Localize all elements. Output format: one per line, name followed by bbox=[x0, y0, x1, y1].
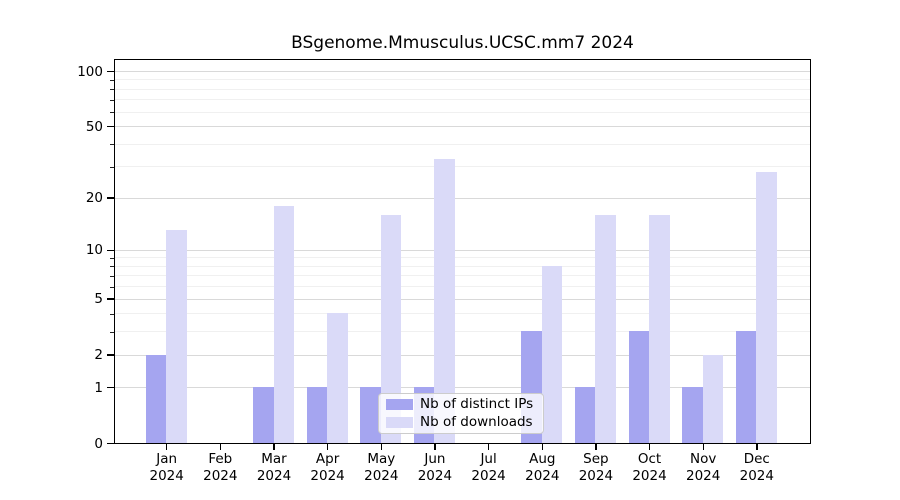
gridline-minor-40 bbox=[115, 143, 810, 145]
bar-downloads-nov bbox=[702, 354, 724, 443]
y-tick-1 bbox=[107, 386, 114, 389]
y-tick-label-20: 20 bbox=[85, 190, 103, 207]
gridline-2 bbox=[115, 354, 810, 356]
y-minortick-70 bbox=[110, 99, 114, 101]
gridline-100 bbox=[115, 71, 810, 72]
y-tick-label-50: 50 bbox=[85, 118, 103, 135]
x-tick-label-apr: Apr 2024 bbox=[310, 451, 345, 484]
gridline-10 bbox=[115, 249, 810, 251]
legend: Nb of distinct IPs Nb of downloads bbox=[378, 393, 544, 434]
x-tick-jul bbox=[487, 444, 490, 450]
x-tick-label-oct: Oct 2024 bbox=[632, 451, 667, 484]
legend-swatch-downloads bbox=[386, 417, 413, 428]
bar-ips-dec bbox=[735, 331, 757, 443]
y-minortick-4 bbox=[110, 313, 114, 315]
y-minortick-3 bbox=[110, 331, 114, 333]
x-tick-oct bbox=[648, 444, 651, 450]
y-tick-100 bbox=[107, 70, 114, 73]
y-tick-label-2: 2 bbox=[94, 347, 103, 363]
y-minortick-6 bbox=[110, 286, 114, 288]
x-tick-jun bbox=[434, 444, 436, 450]
bar-ips-mar bbox=[253, 387, 274, 443]
gridline-minor-60 bbox=[115, 111, 810, 113]
gridline-20 bbox=[115, 197, 810, 199]
plot-area bbox=[114, 59, 811, 444]
bar-downloads-oct bbox=[649, 214, 670, 443]
x-tick-jan bbox=[165, 444, 168, 450]
y-minortick-9 bbox=[110, 257, 114, 259]
x-tick-label-may: May 2024 bbox=[364, 451, 399, 484]
x-tick-sep bbox=[595, 444, 597, 450]
legend-item-distinct-ips: Nb of distinct IPs bbox=[386, 396, 536, 412]
bar-downloads-may bbox=[380, 214, 402, 443]
y-minortick-30 bbox=[110, 166, 114, 168]
x-tick-apr bbox=[326, 444, 329, 450]
bar-downloads-jun bbox=[434, 158, 455, 443]
y-tick-0 bbox=[107, 442, 114, 445]
bar-ips-apr bbox=[306, 387, 328, 443]
x-tick-aug bbox=[541, 444, 543, 450]
gridline-minor-8 bbox=[115, 265, 810, 267]
y-tick-5 bbox=[107, 298, 114, 300]
legend-label-downloads: Nb of downloads bbox=[420, 414, 533, 430]
x-tick-label-feb: Feb 2024 bbox=[203, 451, 238, 484]
x-tick-may bbox=[380, 444, 382, 450]
gridline-minor-30 bbox=[115, 166, 810, 168]
gridline-minor-4 bbox=[115, 313, 810, 315]
x-tick-label-jul: Jul 2024 bbox=[471, 451, 506, 484]
y-tick-20 bbox=[107, 197, 114, 199]
gridline-minor-7 bbox=[115, 275, 810, 277]
y-tick-10 bbox=[107, 249, 114, 251]
legend-label-distinct-ips: Nb of distinct IPs bbox=[420, 396, 534, 412]
gridline-minor-80 bbox=[115, 88, 810, 90]
y-minortick-80 bbox=[110, 89, 114, 91]
gridline-minor-9 bbox=[115, 257, 810, 259]
bar-ips-oct bbox=[628, 331, 649, 443]
chart-title: BSgenome.Mmusculus.UCSC.mm7 2024 bbox=[291, 33, 634, 53]
x-tick-label-jan: Jan 2024 bbox=[149, 451, 184, 484]
x-tick-mar bbox=[273, 444, 275, 450]
y-minortick-60 bbox=[110, 112, 114, 114]
x-tick-label-mar: Mar 2024 bbox=[256, 451, 292, 484]
x-tick-nov bbox=[702, 444, 704, 450]
y-minortick-8 bbox=[110, 266, 114, 268]
legend-swatch-distinct-ips bbox=[386, 399, 413, 410]
bar-ips-nov bbox=[682, 387, 703, 443]
gridline-5 bbox=[115, 298, 810, 300]
x-tick-label-sep: Sep 2024 bbox=[578, 451, 614, 484]
gridline-minor-6 bbox=[115, 286, 810, 288]
bar-ips-sep bbox=[574, 387, 596, 443]
x-tick-label-jun: Jun 2024 bbox=[417, 451, 453, 484]
y-minortick-7 bbox=[110, 275, 114, 277]
x-tick-label-dec: Dec 2024 bbox=[739, 451, 774, 484]
x-tick-dec bbox=[756, 444, 758, 450]
y-tick-50 bbox=[107, 125, 114, 128]
y-tick-label-0: 0 bbox=[94, 435, 103, 452]
y-tick-label-5: 5 bbox=[94, 291, 103, 308]
gridline-minor-70 bbox=[115, 99, 810, 101]
gridline-1 bbox=[115, 387, 810, 389]
gridline-50 bbox=[115, 126, 810, 128]
y-tick-label-10: 10 bbox=[85, 242, 103, 259]
bar-ips-jan bbox=[145, 354, 167, 443]
bar-ips-may bbox=[360, 387, 381, 443]
x-tick-label-nov: Nov 2024 bbox=[686, 451, 721, 484]
y-tick-label-100: 100 bbox=[77, 63, 103, 80]
y-tick-2 bbox=[107, 354, 114, 356]
bar-downloads-apr bbox=[327, 313, 348, 443]
bar-downloads-aug bbox=[541, 265, 563, 443]
x-tick-label-aug: Aug 2024 bbox=[525, 451, 560, 484]
gridline-minor-90 bbox=[115, 79, 810, 81]
y-tick-label-1: 1 bbox=[94, 379, 103, 396]
legend-item-downloads: Nb of downloads bbox=[386, 414, 536, 430]
gridline-minor-3 bbox=[115, 331, 810, 333]
bar-downloads-jan bbox=[166, 230, 187, 443]
y-minortick-90 bbox=[110, 79, 114, 81]
bar-downloads-dec bbox=[756, 171, 777, 443]
bar-downloads-mar bbox=[273, 205, 294, 443]
x-tick-feb bbox=[219, 444, 222, 450]
bar-downloads-sep bbox=[595, 214, 616, 443]
y-minortick-40 bbox=[110, 144, 114, 146]
